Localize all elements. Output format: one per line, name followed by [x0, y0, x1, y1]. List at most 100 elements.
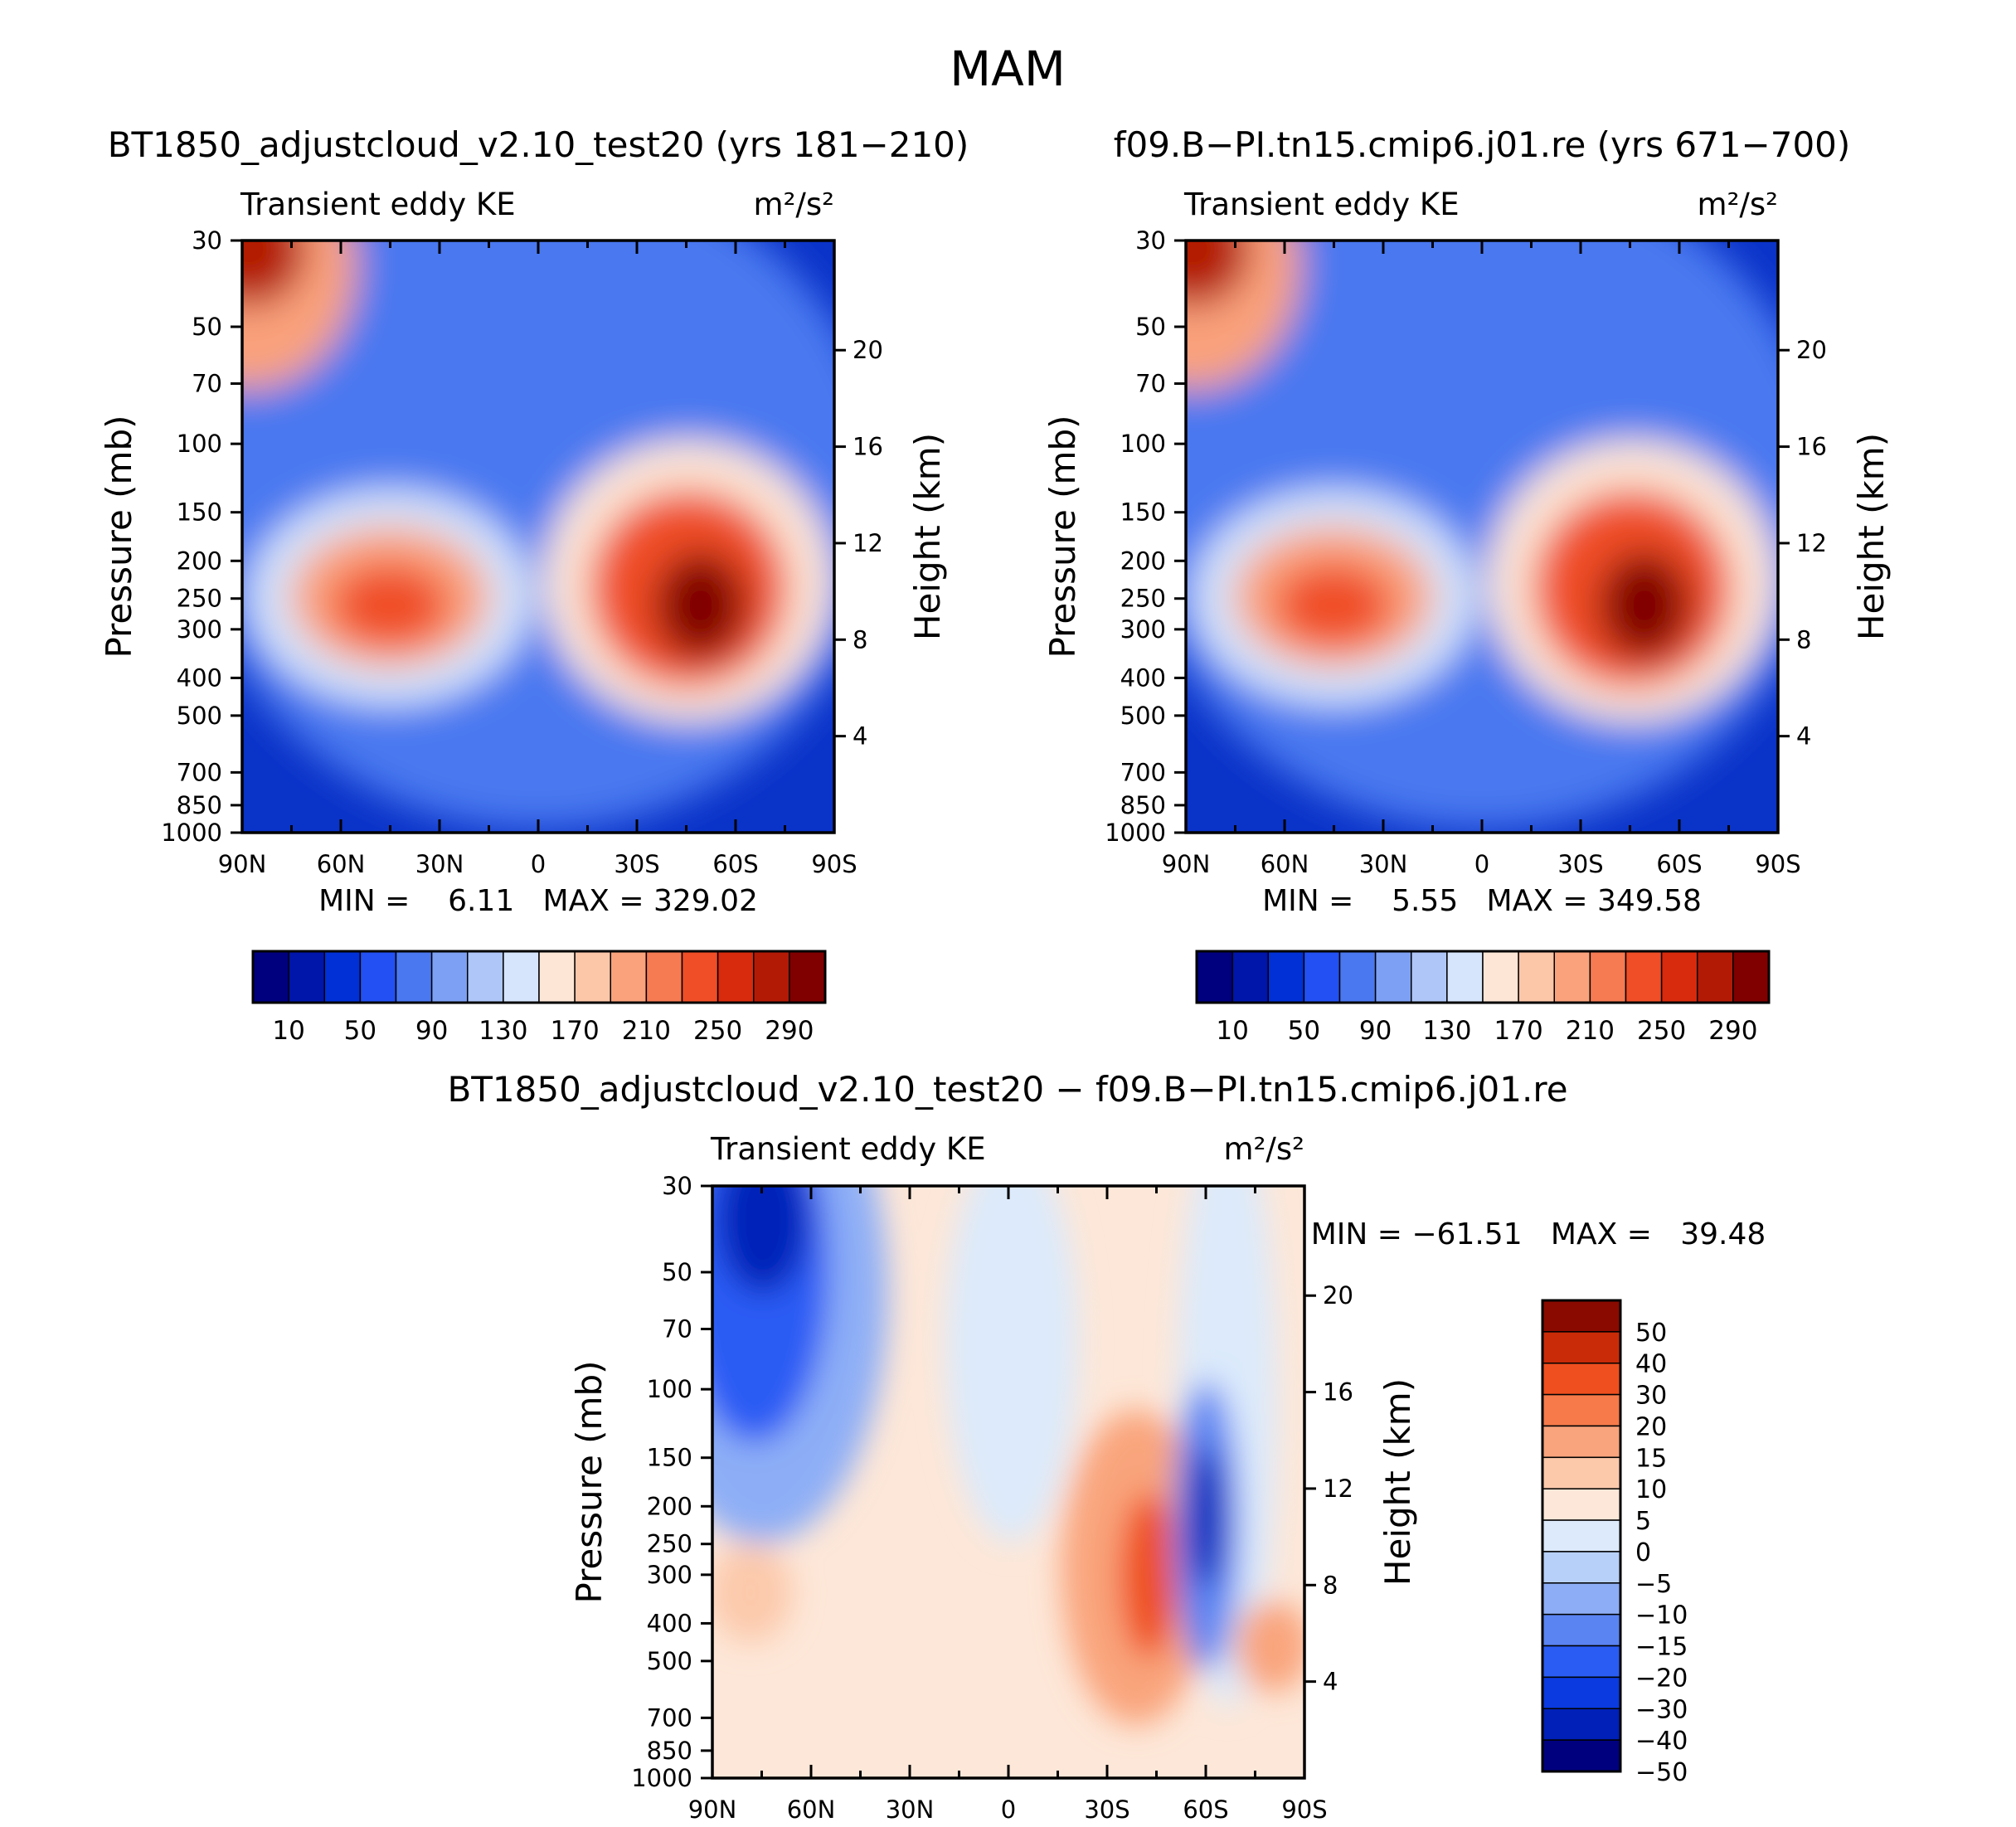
y-tick-label: 1000: [1105, 819, 1166, 847]
colorbar-box: [503, 950, 540, 1003]
colorbar-box: [1542, 1708, 1621, 1741]
x-tick-label: 60N: [317, 850, 366, 878]
y-tick-label: 850: [1120, 791, 1166, 819]
colorbar-label: 10: [272, 1016, 304, 1046]
colorbar-box: [1374, 950, 1412, 1003]
y-tick-label: 700: [1120, 758, 1166, 786]
diff-region-polar-south-positive: [1236, 1601, 1304, 1692]
colorbar-box: [1303, 950, 1341, 1003]
y2-tick-label: 8: [853, 625, 867, 654]
y-tick-label: 250: [1120, 585, 1166, 613]
panel-2-units: m²/s²: [1698, 187, 1778, 222]
y-tick-label: 850: [177, 791, 222, 819]
y-tick-label: 250: [177, 585, 222, 613]
colorbar-box: [1542, 1582, 1621, 1616]
x-tick-label: 90S: [811, 850, 857, 878]
colorbar-label: 90: [1359, 1016, 1392, 1046]
y-tick-label: 250: [647, 1530, 692, 1558]
panel-2-ylabel-right: Height (km): [1851, 433, 1892, 640]
y2-tick-label: 8: [1323, 1571, 1338, 1599]
colorbar-box: [574, 950, 611, 1003]
panel-1-units: m²/s²: [754, 187, 834, 222]
colorbar-box: [1697, 950, 1734, 1003]
y-tick-label: 400: [177, 663, 222, 692]
panel-diff: BT1850_adjustcloud_v2.10_test20 − f09.B−…: [447, 1069, 1766, 1824]
colorbar-label: 10: [1216, 1016, 1248, 1046]
y-tick-label: 1000: [161, 819, 222, 847]
colorbar-label: 50: [1635, 1319, 1667, 1348]
panel-2-field: [1186, 241, 1778, 829]
panel-1-ylabel: Pressure (mb): [99, 415, 139, 658]
colorbar-box: [1660, 950, 1698, 1003]
panel-1-case-title: BT1850_adjustcloud_v2.10_test20 (yrs 181…: [108, 124, 969, 165]
panel-diff-x-axis: 90N 60N 30N 0 30S 60S 90S: [688, 1186, 1328, 1824]
x-tick-label: 60S: [712, 850, 758, 878]
panel-1-min-max: MIN = 6.11 MAX = 329.02: [318, 884, 758, 918]
y2-tick-label: 8: [1796, 625, 1811, 654]
y-tick-label: 850: [647, 1737, 692, 1765]
y2-tick-label: 20: [1796, 336, 1827, 364]
panel-1: BT1850_adjustcloud_v2.10_test20 (yrs 181…: [99, 124, 969, 1046]
colorbar-box: [359, 950, 397, 1003]
colorbar-label: 290: [1708, 1016, 1757, 1046]
x-tick-label: 30N: [886, 1795, 935, 1824]
panel-diff-min-max: MIN = −61.51 MAX = 39.48: [1311, 1217, 1766, 1251]
colorbar-box: [1542, 1488, 1621, 1521]
colorbar-label: −40: [1635, 1727, 1688, 1756]
colorbar-box: [467, 950, 504, 1003]
colorbar-label: −15: [1635, 1633, 1688, 1662]
colorbar-label: 170: [1494, 1016, 1543, 1046]
y-tick-label: 70: [1135, 370, 1166, 398]
colorbar-box: [681, 950, 719, 1003]
y-tick-label: 500: [647, 1647, 692, 1675]
y-tick-label: 300: [647, 1561, 692, 1589]
colorbar-box: [252, 950, 289, 1003]
panel-2-ylabel: Pressure (mb): [1042, 415, 1083, 658]
x-tick-label: 30S: [1084, 1795, 1129, 1824]
y2-tick-label: 20: [1323, 1281, 1353, 1310]
x-tick-label: 30N: [415, 850, 464, 878]
y-tick-label: 50: [1135, 313, 1166, 341]
colorbar-frame: [251, 950, 827, 1004]
y2-tick-label: 4: [853, 722, 867, 751]
colorbar-box: [1542, 1551, 1621, 1584]
colorbar-box: [1542, 1613, 1621, 1647]
colorbar-label: −20: [1635, 1664, 1688, 1693]
y-tick-label: 150: [1120, 498, 1166, 527]
panel-2-y2-axis: 20 16 12 8 4: [1778, 336, 1827, 751]
colorbar-box: [1542, 1519, 1621, 1552]
y-tick-label: 700: [177, 758, 222, 786]
colorbar-box: [1446, 950, 1484, 1003]
y2-tick-label: 12: [1796, 529, 1827, 557]
x-tick-label: 90S: [1755, 850, 1800, 878]
y2-tick-label: 16: [1796, 433, 1827, 461]
panel-2-case-title: f09.B−PI.tn15.cmip6.j01.re (yrs 671−700): [1114, 124, 1851, 165]
panel-diff-case-title: BT1850_adjustcloud_v2.10_test20 − f09.B−…: [447, 1069, 1567, 1110]
colorbar-box: [1542, 1676, 1621, 1710]
y-tick-label: 150: [177, 498, 222, 527]
colorbar-box: [1553, 950, 1591, 1003]
x-tick-label: 0: [1474, 850, 1489, 878]
x-tick-label: 0: [531, 850, 546, 878]
colorbar-box: [1732, 950, 1770, 1003]
y-tick-label: 300: [1120, 615, 1166, 644]
y-tick-label: 200: [647, 1492, 692, 1520]
diff-region-sh-jet-negative-core: [1188, 1447, 1225, 1588]
panel-1-colorbar: 10 50 90 130 170 210 250 290: [251, 950, 827, 1046]
colorbar-label: 50: [1288, 1016, 1320, 1046]
panel-2: f09.B−PI.tn15.cmip6.j01.re (yrs 671−700)…: [1042, 124, 1892, 1046]
panel-1-ylabel-right: Height (km): [907, 433, 948, 640]
colorbar-label: −5: [1635, 1570, 1672, 1599]
colorbar-box: [1542, 1300, 1621, 1333]
x-tick-label: 60S: [1183, 1795, 1228, 1824]
colorbar-label: 5: [1635, 1507, 1651, 1536]
colorbar-box: [1625, 950, 1663, 1003]
colorbar-label: 20: [1635, 1412, 1667, 1441]
colorbar-box: [1338, 950, 1377, 1003]
colorbar-box: [1518, 950, 1555, 1003]
panel-diff-units: m²/s²: [1224, 1131, 1304, 1167]
colorbar-label: 90: [415, 1016, 448, 1046]
y-tick-label: 100: [647, 1375, 692, 1403]
